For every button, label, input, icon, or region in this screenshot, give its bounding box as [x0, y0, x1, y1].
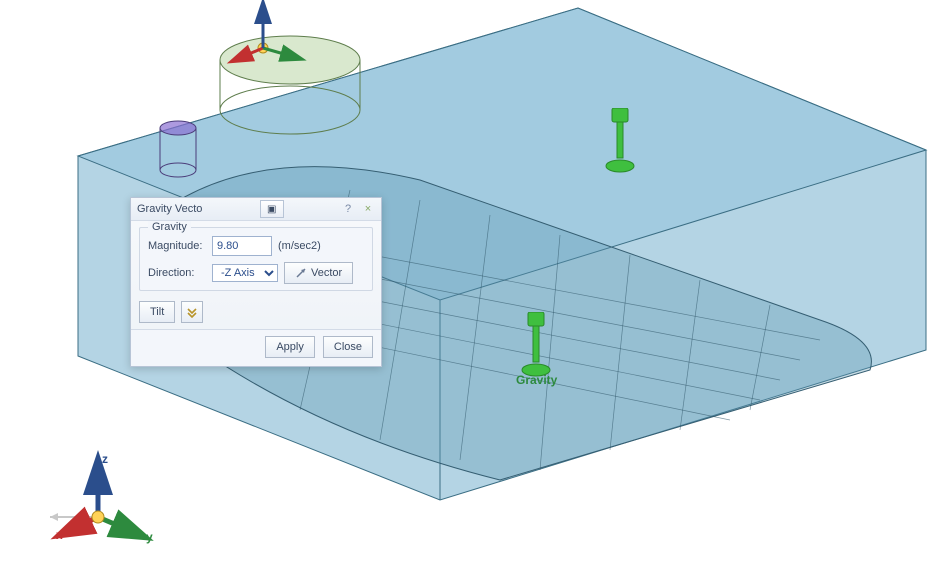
direction-label: Direction: [148, 267, 206, 279]
gravity-label: Gravity [516, 373, 557, 387]
help-icon[interactable]: ? [341, 203, 355, 215]
origin-triad [243, 0, 323, 70]
axis-x-label: x [56, 528, 63, 542]
magnitude-input[interactable] [212, 236, 272, 256]
expand-button[interactable] [181, 301, 203, 323]
tilt-button[interactable]: Tilt [139, 301, 175, 323]
direction-row: Direction: -Z Axis Vector [148, 262, 364, 284]
vector-button[interactable]: Vector [284, 262, 353, 284]
magnitude-label: Magnitude: [148, 240, 206, 252]
dialog-footer: Apply Close [131, 329, 381, 366]
apply-button[interactable]: Apply [265, 336, 315, 358]
close-button-label: Close [334, 341, 362, 353]
pin-up-icon[interactable]: ▣ [260, 200, 284, 218]
tilt-button-label: Tilt [150, 306, 164, 318]
direction-select[interactable]: -Z Axis [212, 264, 278, 282]
gravity-pin-icon [603, 108, 637, 181]
axis-z-label: z [102, 452, 108, 466]
magnitude-row: Magnitude: (m/sec2) [148, 236, 364, 256]
vector-icon [295, 267, 307, 279]
dialog-title: Gravity Vecto [137, 203, 202, 215]
coord-triad: x y z [50, 455, 160, 545]
dialog-toolbar: Tilt [131, 295, 381, 329]
gravity-pin-icon [519, 312, 553, 385]
apply-button-label: Apply [276, 341, 304, 353]
gravity-group: Gravity Magnitude: (m/sec2) Direction: -… [139, 227, 373, 291]
close-button[interactable]: Close [323, 336, 373, 358]
dialog-titlebar[interactable]: Gravity Vecto ▣ ? × [131, 198, 381, 221]
gravity-vector-dialog[interactable]: Gravity Vecto ▣ ? × Gravity Magnitude: (… [130, 197, 382, 367]
vector-button-label: Vector [311, 267, 342, 279]
gravity-group-legend: Gravity [148, 221, 191, 233]
close-icon[interactable]: × [361, 203, 375, 215]
axis-y-label: y [146, 530, 153, 544]
chevron-down-icon [186, 306, 198, 318]
magnitude-unit: (m/sec2) [278, 240, 321, 252]
